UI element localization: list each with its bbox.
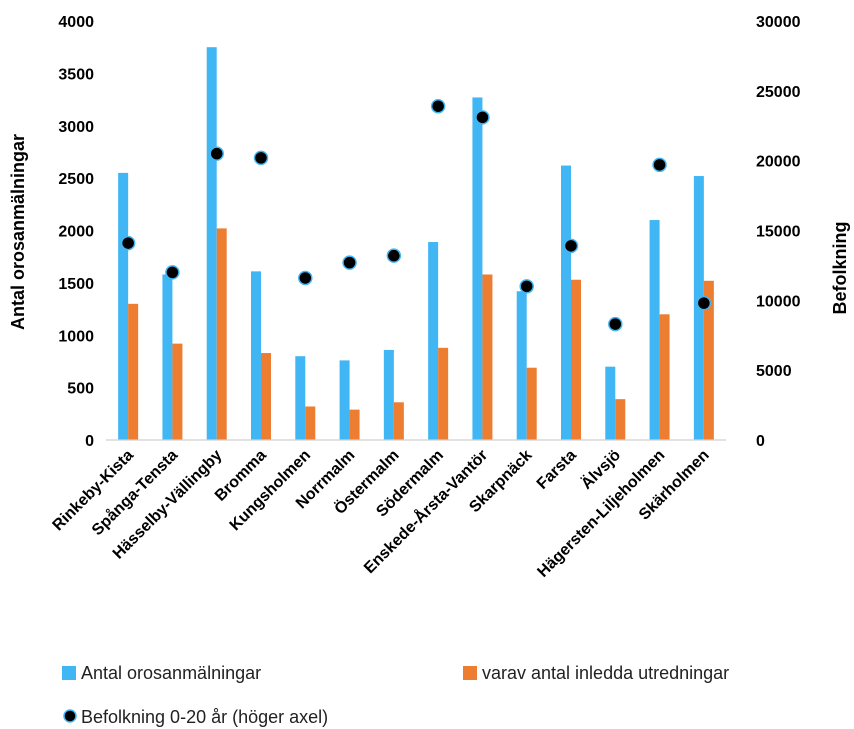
bar-reports-12 — [649, 220, 660, 440]
population-marker-11 — [608, 316, 623, 332]
population-marker-4 — [298, 270, 313, 286]
bar-reports-5 — [339, 360, 350, 440]
right-tick-label-1: 5000 — [756, 363, 792, 380]
population-marker-0 — [120, 235, 136, 251]
bar-investigations-13 — [703, 280, 714, 440]
blue-bars-layer — [118, 47, 704, 440]
bar-reports-4 — [295, 356, 306, 440]
population-marker-7 — [430, 98, 446, 114]
population-marker-6 — [386, 248, 402, 263]
bar-investigations-0 — [128, 303, 139, 440]
bar-reports-6 — [383, 349, 394, 440]
population-marker-13 — [696, 295, 712, 311]
orange-bars-layer — [128, 228, 714, 440]
legend-swatch-investigations — [463, 666, 477, 680]
bar-reports-11 — [605, 366, 616, 440]
legend-label-population: Befolkning 0-20 år (höger axel) — [81, 707, 328, 727]
bar-investigations-7 — [438, 347, 449, 440]
left-tick-label-8: 4000 — [58, 14, 94, 31]
legend-label-investigations: varav antal inledda utredningar — [482, 663, 729, 683]
bar-reports-1 — [162, 274, 173, 440]
left-tick-label-4: 2000 — [58, 224, 94, 241]
bar-reports-8 — [472, 97, 483, 440]
bar-investigations-4 — [305, 406, 316, 440]
left-tick-label-7: 3500 — [58, 66, 94, 83]
left-tick-label-5: 2500 — [58, 171, 94, 188]
left-tick-label-0: 0 — [85, 433, 94, 450]
bar-investigations-1 — [172, 343, 183, 440]
left-axis-title: Antal orosanmälningar — [8, 134, 28, 330]
bar-reports-9 — [516, 291, 527, 440]
left-tick-label-2: 1000 — [58, 328, 94, 345]
bar-investigations-6 — [393, 402, 404, 440]
population-marker-2 — [209, 146, 224, 161]
left-tick-label-6: 3000 — [58, 119, 94, 136]
population-marker-10 — [563, 238, 579, 254]
legend: Antal orosanmälningar varav antal inledd… — [62, 663, 729, 727]
left-axis-ticks: 0 500 1000 1500 2000 2500 3000 3500 4000 — [58, 14, 94, 450]
population-marker-12 — [652, 157, 667, 173]
category-label-0: Rinkeby-Kista — [49, 447, 137, 535]
category-labels: Rinkeby-KistaSpånga-TenstaHässelby-Välli… — [49, 445, 712, 580]
right-tick-label-5: 25000 — [756, 84, 801, 101]
bar-investigations-9 — [526, 367, 537, 440]
right-tick-label-4: 20000 — [756, 154, 801, 171]
right-axis-ticks: 0 5000 10000 15000 20000 25000 30000 — [756, 14, 801, 450]
bar-reports-2 — [206, 47, 217, 440]
bar-investigations-10 — [571, 279, 581, 440]
bar-reports-0 — [118, 172, 129, 440]
left-tick-label-1: 500 — [67, 381, 94, 398]
legend-swatch-reports — [62, 666, 76, 680]
right-tick-label-3: 15000 — [756, 224, 801, 241]
legend-marker-population — [63, 709, 77, 723]
bar-investigations-5 — [349, 409, 360, 440]
bar-investigations-2 — [216, 228, 227, 440]
bar-investigations-8 — [482, 274, 493, 440]
bar-investigations-11 — [615, 399, 626, 440]
population-marker-9 — [519, 279, 534, 294]
right-tick-label-6: 30000 — [756, 14, 801, 31]
bar-investigations-12 — [659, 314, 670, 440]
bar-reports-3 — [251, 271, 261, 440]
category-label-4: Kungsholmen — [227, 447, 314, 534]
category-label-10: Farsta — [534, 447, 580, 493]
bar-reports-10 — [561, 165, 571, 440]
bar-reports-7 — [428, 242, 439, 440]
right-tick-label-2: 10000 — [756, 293, 801, 310]
right-tick-label-0: 0 — [756, 433, 765, 450]
right-axis-title: Befolkning — [830, 222, 850, 315]
bar-investigations-3 — [261, 353, 271, 440]
population-marker-8 — [475, 110, 490, 125]
population-marker-1 — [165, 265, 180, 280]
left-tick-label-3: 1500 — [58, 276, 94, 293]
population-markers-layer — [120, 98, 712, 332]
population-marker-5 — [342, 255, 357, 270]
legend-label-reports: Antal orosanmälningar — [81, 663, 261, 683]
population-marker-3 — [253, 150, 269, 166]
